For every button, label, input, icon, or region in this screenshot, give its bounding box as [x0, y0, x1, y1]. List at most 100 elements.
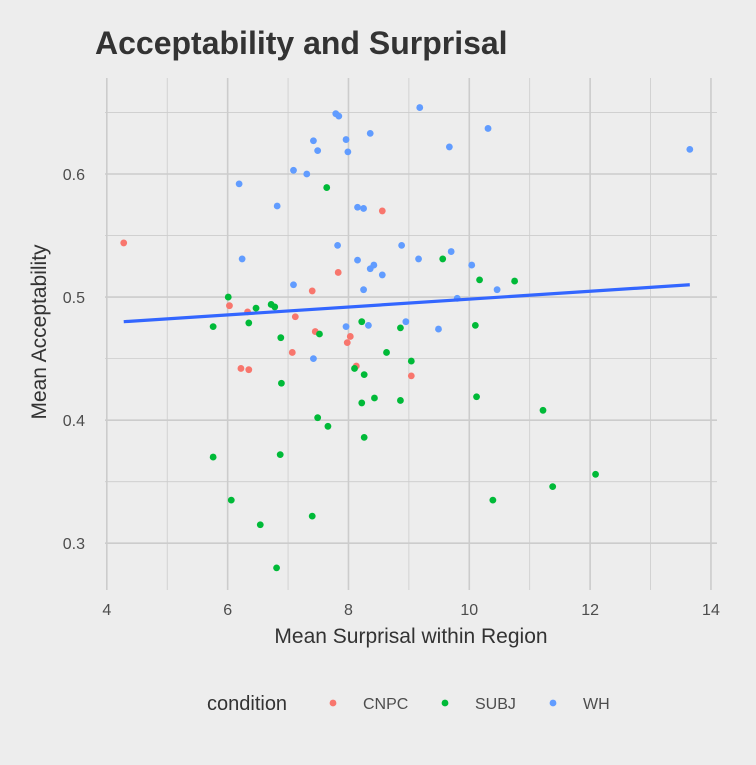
- legend-label-subj: SUBJ: [475, 696, 516, 713]
- data-point-subj: [308, 512, 316, 520]
- data-point-wh: [360, 286, 367, 294]
- data-point-subj: [360, 371, 368, 379]
- y-tick-label: 0.6: [63, 167, 85, 184]
- data-point-wh: [335, 112, 343, 120]
- trend-line: [123, 283, 690, 324]
- chart-title: Acceptability and Surprisal: [95, 25, 508, 61]
- legend-label-cnpc: CNPC: [363, 696, 408, 713]
- x-tick-label: 6: [223, 602, 232, 619]
- data-point-subj: [439, 255, 447, 263]
- data-point-subj: [407, 357, 415, 365]
- data-point-subj: [276, 451, 284, 459]
- data-point-subj: [539, 406, 547, 414]
- data-point-subj: [476, 276, 483, 284]
- x-tick-label: 4: [102, 602, 111, 619]
- data-point-subj: [324, 422, 332, 430]
- data-point-cnpc: [407, 372, 415, 380]
- x-tick-label: 8: [344, 602, 353, 619]
- data-point-wh: [354, 256, 361, 264]
- data-point-subj: [323, 184, 331, 191]
- data-point-subj: [224, 293, 232, 301]
- data-point-subj: [209, 323, 217, 331]
- data-point-wh: [398, 241, 406, 249]
- data-point-wh: [238, 255, 246, 263]
- data-point-wh: [493, 286, 501, 294]
- data-point-wh: [303, 170, 311, 178]
- data-point-subj: [397, 397, 404, 404]
- data-point-wh: [342, 136, 350, 143]
- data-point-subj: [351, 365, 358, 372]
- data-point-wh: [686, 145, 694, 153]
- data-point-subj: [227, 496, 235, 504]
- x-tick-label: 12: [581, 602, 599, 619]
- data-point-subj: [358, 399, 366, 407]
- data-point-subj: [256, 521, 264, 529]
- x-tick-label: 14: [702, 602, 720, 619]
- legend-key-wh: [549, 699, 557, 707]
- tick-labels: 4 6 8 10 12 14 0.3 0.4 0.5 0.6: [63, 167, 720, 619]
- data-point-subj: [360, 433, 368, 441]
- data-point-wh: [310, 355, 317, 363]
- data-point-subj: [473, 393, 480, 401]
- data-point-wh: [445, 143, 453, 151]
- data-point-subj: [277, 334, 285, 342]
- data-point-wh: [354, 203, 361, 211]
- data-point-wh: [378, 271, 386, 279]
- data-point-wh: [415, 255, 422, 263]
- data-point-wh: [402, 318, 410, 326]
- data-point-subj: [511, 277, 519, 285]
- data-point-subj: [592, 470, 599, 478]
- y-tick-label: 0.5: [63, 290, 85, 307]
- data-point-subj: [383, 349, 390, 356]
- data-point-subj: [209, 453, 217, 461]
- data-point-cnpc: [334, 269, 342, 276]
- data-point-wh: [370, 261, 378, 269]
- data-point-wh: [416, 104, 424, 111]
- data-point-cnpc: [237, 365, 245, 372]
- data-point-wh: [435, 325, 442, 333]
- data-point-cnpc: [288, 349, 296, 356]
- data-point-cnpc: [378, 207, 386, 215]
- y-tick-label: 0.3: [63, 536, 85, 553]
- data-point-wh: [365, 321, 372, 329]
- data-points: [120, 104, 694, 572]
- data-point-wh: [290, 281, 297, 289]
- data-point-wh: [484, 125, 492, 132]
- data-point-subj: [278, 379, 285, 387]
- data-point-subj: [314, 414, 322, 422]
- legend-title: condition: [207, 693, 287, 715]
- data-point-subj: [252, 304, 260, 312]
- data-point-subj: [273, 564, 280, 572]
- data-point-wh: [344, 148, 352, 156]
- data-point-wh: [235, 180, 243, 188]
- data-point-cnpc: [245, 366, 253, 374]
- data-point-subj: [271, 303, 279, 311]
- data-point-wh: [447, 248, 455, 255]
- data-point-cnpc: [120, 239, 128, 247]
- data-point-subj: [358, 318, 366, 326]
- data-point-wh: [334, 241, 341, 249]
- data-point-cnpc: [226, 302, 233, 310]
- legend-label-wh: WH: [583, 696, 610, 713]
- data-point-subj: [489, 496, 497, 504]
- data-point-subj: [471, 321, 479, 329]
- data-point-subj: [371, 394, 378, 402]
- data-point-cnpc: [308, 287, 316, 295]
- data-point-subj: [245, 319, 253, 327]
- grid-lines: [105, 78, 717, 590]
- data-point-subj: [549, 483, 557, 491]
- data-point-wh: [342, 323, 350, 331]
- data-point-wh: [273, 202, 281, 210]
- data-point-subj: [316, 330, 323, 338]
- legend-key-subj: [441, 699, 449, 707]
- data-point-cnpc: [291, 313, 299, 321]
- y-tick-label: 0.4: [63, 413, 85, 430]
- data-point-wh: [310, 137, 317, 145]
- y-axis-label: Mean Acceptability: [28, 244, 51, 420]
- legend: condition CNPC SUBJ WH: [207, 693, 610, 715]
- x-axis-label: Mean Surprisal within Region: [274, 625, 547, 648]
- data-point-wh: [366, 129, 374, 137]
- trend-line-group: [123, 283, 690, 324]
